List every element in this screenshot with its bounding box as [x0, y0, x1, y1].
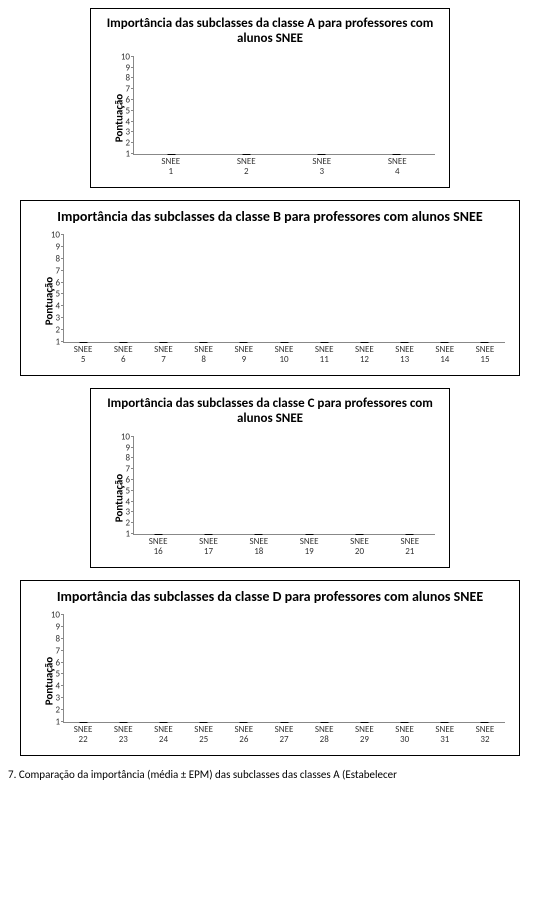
y-tick-label: 6 — [40, 277, 60, 288]
chart-panel-chartB: Importância das subclasses da classe B p… — [20, 200, 520, 376]
chart-panel-chartC: Importância das subclasses da classe C p… — [90, 388, 450, 568]
x-labels: SNEE22SNEE23SNEE24SNEE25SNEE26SNEE27SNEE… — [63, 725, 505, 751]
y-tick-label: 1 — [110, 528, 130, 539]
x-tick-label: SNEE18 — [234, 537, 284, 563]
y-tick-label: 10 — [40, 609, 60, 620]
x-labels: SNEE16SNEE17SNEE18SNEE19SNEE20SNEE21 — [133, 537, 435, 563]
x-tick-label: SNEE16 — [133, 537, 183, 563]
x-tick-label: SNEE24 — [143, 725, 183, 751]
y-tick-label: 3 — [110, 127, 130, 138]
plot-area: 12345678910 — [63, 615, 505, 723]
y-tick-label: 6 — [110, 474, 130, 485]
y-tick-label: 3 — [40, 313, 60, 324]
y-tick-label: 8 — [40, 633, 60, 644]
x-tick-label: SNEE11 — [304, 345, 344, 371]
x-tick-label: SNEE21 — [385, 537, 435, 563]
y-tick-label: 7 — [110, 464, 130, 475]
y-tick-label: 3 — [40, 693, 60, 704]
y-tick-label: 2 — [40, 705, 60, 716]
y-tick-label: 4 — [110, 116, 130, 127]
y-tick-label: 1 — [40, 336, 60, 347]
x-tick-label: SNEE6 — [103, 345, 143, 371]
y-tick-label: 9 — [40, 241, 60, 252]
chart-title: Importância das subclasses da classe C p… — [99, 397, 441, 427]
y-tick-label: 10 — [110, 51, 130, 62]
x-tick-label: SNEE2 — [209, 157, 285, 183]
x-tick-label: SNEE3 — [284, 157, 360, 183]
y-tick-label: 7 — [110, 84, 130, 95]
x-tick-label: SNEE10 — [264, 345, 304, 371]
chart-area: Pontuação12345678910SNEE22SNEE23SNEE24SN… — [29, 611, 511, 751]
x-tick-label: SNEE8 — [184, 345, 224, 371]
x-tick-label: SNEE30 — [385, 725, 425, 751]
chart-title: Importância das subclasses da classe B p… — [29, 209, 511, 225]
chart-area: Pontuação12345678910SNEE5SNEE6SNEE7SNEE8… — [29, 231, 511, 371]
bars-container — [134, 57, 435, 154]
plot-area: 12345678910 — [133, 57, 435, 155]
x-tick-label: SNEE23 — [103, 725, 143, 751]
x-tick-label: SNEE1 — [133, 157, 209, 183]
y-tick-label: 9 — [110, 442, 130, 453]
bars-container — [64, 235, 505, 342]
chart-area: Pontuação12345678910SNEE16SNEE17SNEE18SN… — [99, 433, 441, 563]
chart-area: Pontuação12345678910SNEE1SNEE2SNEE3SNEE4 — [99, 53, 441, 183]
y-tick-label: 10 — [40, 229, 60, 240]
x-tick-label: SNEE15 — [465, 345, 505, 371]
bars-container — [64, 615, 505, 722]
x-tick-label: SNEE27 — [264, 725, 304, 751]
x-tick-label: SNEE12 — [344, 345, 384, 371]
y-tick-label: 7 — [40, 645, 60, 656]
y-tick-label: 5 — [40, 669, 60, 680]
y-tick-label: 7 — [40, 265, 60, 276]
y-tick-label: 4 — [40, 681, 60, 692]
y-tick-label: 8 — [110, 73, 130, 84]
y-tick-label: 6 — [40, 657, 60, 668]
x-tick-label: SNEE20 — [334, 537, 384, 563]
x-labels: SNEE1SNEE2SNEE3SNEE4 — [133, 157, 435, 183]
chart-title: Importância das subclasses da classe A p… — [99, 17, 441, 47]
x-tick-label: SNEE32 — [465, 725, 505, 751]
chart-title: Importância das subclasses da classe D p… — [29, 589, 511, 605]
x-tick-label: SNEE19 — [284, 537, 334, 563]
x-tick-label: SNEE5 — [63, 345, 103, 371]
y-tick-label: 1 — [40, 716, 60, 727]
x-tick-label: SNEE4 — [360, 157, 436, 183]
x-tick-label: SNEE22 — [63, 725, 103, 751]
y-tick-label: 9 — [110, 62, 130, 73]
y-tick-label: 10 — [110, 431, 130, 442]
y-tick-label: 2 — [110, 138, 130, 149]
x-tick-label: SNEE26 — [224, 725, 264, 751]
y-tick-label: 2 — [110, 518, 130, 529]
x-labels: SNEE5SNEE6SNEE7SNEE8SNEE9SNEE10SNEE11SNE… — [63, 345, 505, 371]
figure-caption: 7. Comparação da importância (média ± EP… — [8, 768, 532, 781]
x-tick-label: SNEE25 — [184, 725, 224, 751]
chart-panel-chartA: Importância das subclasses da classe A p… — [90, 8, 450, 188]
plot-area: 12345678910 — [133, 437, 435, 535]
y-tick-label: 6 — [110, 95, 130, 106]
x-tick-label: SNEE9 — [224, 345, 264, 371]
y-tick-label: 4 — [40, 301, 60, 312]
x-tick-label: SNEE17 — [183, 537, 233, 563]
y-tick-label: 8 — [110, 453, 130, 464]
y-tick-label: 5 — [40, 289, 60, 300]
y-tick-label: 5 — [110, 485, 130, 496]
x-tick-label: SNEE7 — [143, 345, 183, 371]
y-tick-label: 2 — [40, 325, 60, 336]
x-tick-label: SNEE28 — [304, 725, 344, 751]
y-tick-label: 9 — [40, 621, 60, 632]
plot-area: 12345678910 — [63, 235, 505, 343]
bars-container — [134, 437, 435, 534]
chart-panel-chartD: Importância das subclasses da classe D p… — [20, 580, 520, 756]
x-tick-label: SNEE29 — [344, 725, 384, 751]
x-tick-label: SNEE13 — [385, 345, 425, 371]
y-tick-label: 1 — [110, 148, 130, 159]
x-tick-label: SNEE14 — [425, 345, 465, 371]
y-tick-label: 3 — [110, 507, 130, 518]
x-tick-label: SNEE31 — [425, 725, 465, 751]
y-tick-label: 5 — [110, 105, 130, 116]
y-tick-label: 4 — [110, 496, 130, 507]
y-tick-label: 8 — [40, 253, 60, 264]
